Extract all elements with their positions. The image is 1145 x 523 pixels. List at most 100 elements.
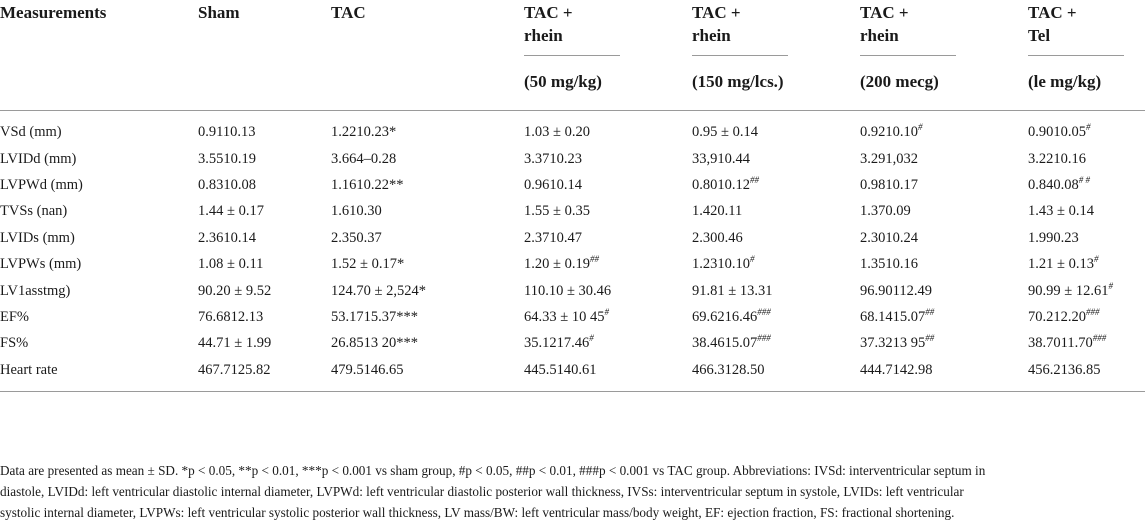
footnote-line: Data are presented as mean ± SD. *p < 0.… xyxy=(0,463,986,478)
row-label: FS% xyxy=(0,335,29,352)
significance-marker: # xyxy=(750,254,755,265)
cell-value: 1.990.23 xyxy=(1028,229,1079,246)
row-label: LV1asstmg) xyxy=(0,282,71,299)
cell-value: 37.3213 95 xyxy=(860,335,926,352)
header-group-line1: TAC + xyxy=(1028,3,1077,22)
table-cell: 124.70 ± 2,524* xyxy=(331,277,524,303)
significance-marker: # # xyxy=(1078,175,1090,186)
table-cell: 1.420.11 xyxy=(692,198,860,224)
table-cell: 0.9810.17 xyxy=(860,172,1028,198)
cell-value: 2.3010.24 xyxy=(860,229,918,246)
significance-marker: ### xyxy=(757,333,771,344)
table-row: LV1asstmg) 90.20 ± 9.52 124.70 ± 2,524* 110… xyxy=(0,277,1145,303)
table-cell: 2.350.37 xyxy=(331,225,524,251)
cell-value: 444.7142.98 xyxy=(860,361,933,378)
cell-value: 1.08 ± 0.11 xyxy=(198,256,264,273)
cell-value: 0.9110.13 xyxy=(198,124,256,141)
cell-value: 69.6216.46 xyxy=(692,308,758,325)
cell-value: 68.1415.07 xyxy=(860,308,926,325)
table-cell: 26.8513 20*** xyxy=(331,330,524,356)
table-cell: 3.3710.23 xyxy=(524,145,692,171)
table-cell: 0.8310.08 xyxy=(198,172,331,198)
cell-value: 0.840.08 xyxy=(1028,176,1079,193)
table-cell: 33,910.44 xyxy=(692,145,860,171)
table-cell: 38.7011.70### xyxy=(1028,330,1145,356)
table-cell: 3.664–0.28 xyxy=(331,145,524,171)
significance-marker: ### xyxy=(1092,333,1107,344)
cell-value: 2.3710.47 xyxy=(524,229,582,246)
cell-value: 91.81 ± 13.31 xyxy=(692,282,773,299)
table-cell: 2.3610.14 xyxy=(198,225,331,251)
cell-value: 467.7125.82 xyxy=(198,361,271,378)
cell-value: 110.10 ± 30.46 xyxy=(524,282,612,299)
cell-value: 479.5146.65 xyxy=(331,361,404,378)
table-cell: 64.33 ± 10 45# xyxy=(524,304,692,330)
header-group-line1: TAC + xyxy=(860,3,909,22)
header-group: TAC + rhein xyxy=(692,0,860,56)
table-body: VSd (mm) 0.9110.13 1.2210.23* 1.03 ± 0.20 0.… xyxy=(0,111,1145,392)
table-cell: 90.20 ± 9.52 xyxy=(198,277,331,303)
table-cell: 37.3213 95## xyxy=(860,330,1028,356)
header-dose: (200 mecg) xyxy=(860,72,939,91)
cell-value: 33,910.44 xyxy=(692,150,750,167)
cell-value: 96.90112.49 xyxy=(860,282,932,299)
cell-value: 0.95 ± 0.14 xyxy=(692,124,758,141)
significance-marker: ### xyxy=(1086,307,1100,318)
significance-marker: ## xyxy=(589,254,599,265)
header-tac: TAC xyxy=(331,3,366,22)
header-group-line2: rhein xyxy=(860,26,899,45)
table-cell: 1.20 ± 0.19## xyxy=(524,251,692,277)
footnote-line: diastole, LVIDd: left ventricular diasto… xyxy=(0,484,964,499)
table-cell: 1.21 ± 0.13# xyxy=(1028,251,1145,277)
cell-value: 0.8010.12 xyxy=(692,176,750,193)
table-row: EF% 76.6812.13 53.1715.37*** 64.33 ± 10 45#… xyxy=(0,304,1145,330)
table-cell: 1.44 ± 0.17 xyxy=(198,198,331,224)
table-cell: 1.03 ± 0.20 xyxy=(524,111,692,146)
cell-value: 1.03 ± 0.20 xyxy=(524,124,590,141)
header-group-line2: Tel xyxy=(1028,26,1051,45)
cell-value: 3.5510.19 xyxy=(198,150,256,167)
row-label: TVSs (nan) xyxy=(0,203,68,220)
cell-value: 2.300.46 xyxy=(692,229,743,246)
table-cell: 1.2210.23* xyxy=(331,111,524,146)
table-cell: 35.1217.46# xyxy=(524,330,692,356)
cell-value: 445.5140.61 xyxy=(524,361,597,378)
cell-value: 0.9210.10 xyxy=(860,124,918,141)
header-group-line2: rhein xyxy=(692,26,731,45)
cell-value: 1.1610.22** xyxy=(331,176,404,193)
cell-value: 26.8513 20*** xyxy=(331,335,418,352)
table-row: VSd (mm) 0.9110.13 1.2210.23* 1.03 ± 0.20 0.… xyxy=(0,111,1145,146)
cell-value: 90.99 ± 12.61 xyxy=(1028,282,1109,299)
cell-value: 2.3610.14 xyxy=(198,229,256,246)
cell-value: 0.8310.08 xyxy=(198,176,256,193)
cell-value: 1.3510.16 xyxy=(860,256,918,273)
header-divider xyxy=(1028,55,1124,56)
table-cell: 0.9210.10# xyxy=(860,111,1028,146)
header-group-line1: TAC + xyxy=(524,3,573,22)
cell-value: 1.420.11 xyxy=(692,203,743,220)
table-cell: 456.2136.85 xyxy=(1028,357,1145,392)
cell-value: 466.3128.50 xyxy=(692,361,765,378)
table-cell: 0.8010.12## xyxy=(692,172,860,198)
table-cell: 466.3128.50 xyxy=(692,357,860,392)
table-cell: 1.610.30 xyxy=(331,198,524,224)
table-cell: 2.3010.24 xyxy=(860,225,1028,251)
cell-value: 38.7011.70 xyxy=(1028,335,1093,352)
header-divider xyxy=(692,55,788,56)
table-row: Heart rate 467.7125.82 479.5146.65 445.5140… xyxy=(0,357,1145,392)
table-row: LVIDs (mm) 2.3610.14 2.350.37 2.3710.47 2.30… xyxy=(0,225,1145,251)
significance-marker: ## xyxy=(925,333,935,344)
cell-value: 456.2136.85 xyxy=(1028,361,1101,378)
cell-value: 1.20 ± 0.19 xyxy=(524,256,590,273)
table-cell: 2.3710.47 xyxy=(524,225,692,251)
table-row: TVSs (nan) 1.44 ± 0.17 1.610.30 1.55 ± 0.35… xyxy=(0,198,1145,224)
header-dose: (le mg/kg) xyxy=(1028,72,1102,91)
table-cell: 3.291,032 xyxy=(860,145,1028,171)
cell-value: 1.2210.23* xyxy=(331,124,397,141)
table-cell: 68.1415.07## xyxy=(860,304,1028,330)
cell-value: 0.9010.05 xyxy=(1028,124,1086,141)
table-row: FS% 44.71 ± 1.99 26.8513 20*** 35.1217.46# 3… xyxy=(0,330,1145,356)
significance-marker: ## xyxy=(925,307,935,318)
cell-value: 1.610.30 xyxy=(331,203,382,220)
